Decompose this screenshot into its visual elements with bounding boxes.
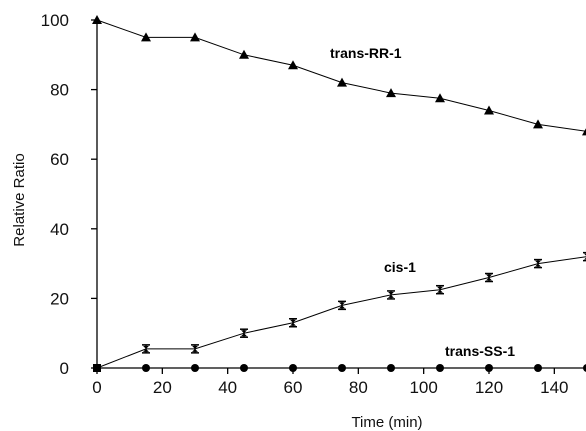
data-point: [485, 272, 493, 283]
data-point: [142, 364, 150, 372]
data-point: [338, 364, 346, 372]
data-point: [92, 15, 102, 24]
data-point: [337, 77, 347, 87]
series-label-trans-ss-1: trans-SS-1: [445, 343, 515, 359]
y-tick-label: 60: [50, 150, 69, 169]
x-tick-label: 100: [409, 378, 437, 397]
x-axis-title: Time (min): [351, 414, 422, 431]
data-point: [191, 364, 199, 372]
data-point: [534, 364, 542, 372]
data-point: [387, 290, 395, 300]
data-point: [289, 318, 297, 328]
series-label-cis-1: cis-1: [384, 259, 416, 275]
data-point: [485, 364, 493, 372]
data-point: [239, 49, 249, 59]
data-point: [190, 32, 200, 42]
x-ticks: 0 20 40 60 80 100 120 140: [92, 368, 569, 397]
data-point: [240, 364, 248, 372]
x-tick-label: 120: [475, 378, 503, 397]
data-point: [533, 119, 543, 129]
data-point: [386, 88, 396, 98]
series-line-0: [96, 19, 586, 132]
data-point: [583, 364, 586, 372]
x-tick-label: 60: [284, 378, 303, 397]
y-tick-label: 0: [60, 359, 69, 378]
series-label-trans-rr-1: trans-RR-1: [330, 45, 402, 61]
x-tick-label: 0: [92, 378, 101, 397]
x-tick-label: 20: [153, 378, 172, 397]
data-point: [484, 105, 494, 115]
data-point: [141, 32, 151, 42]
y-axis-title: Relative Ratio: [11, 153, 28, 246]
data-point: [534, 258, 542, 269]
data-point: [191, 344, 199, 354]
y-tick-label: 20: [50, 289, 69, 308]
data-point: [338, 300, 346, 311]
series-lines: [96, 19, 586, 369]
data-point: [435, 93, 445, 103]
data-point: [436, 364, 444, 372]
y-ticks: 0 20 40 60 80 100: [41, 11, 97, 378]
data-point: [142, 344, 150, 354]
data-point: [582, 128, 586, 136]
series-markers: [92, 15, 586, 372]
data-point: [240, 328, 248, 338]
x-tick-label: 80: [349, 378, 368, 397]
data-point: [93, 364, 101, 372]
y-tick-label: 80: [50, 81, 69, 100]
data-point: [436, 284, 444, 295]
axes: [96, 20, 586, 369]
x-tick-label: 140: [540, 378, 568, 397]
x-tick-label: 40: [218, 378, 237, 397]
data-point: [289, 364, 297, 372]
y-tick-label: 40: [50, 220, 69, 239]
data-point: [288, 60, 298, 70]
data-point: [387, 364, 395, 372]
y-tick-label: 100: [41, 11, 69, 30]
